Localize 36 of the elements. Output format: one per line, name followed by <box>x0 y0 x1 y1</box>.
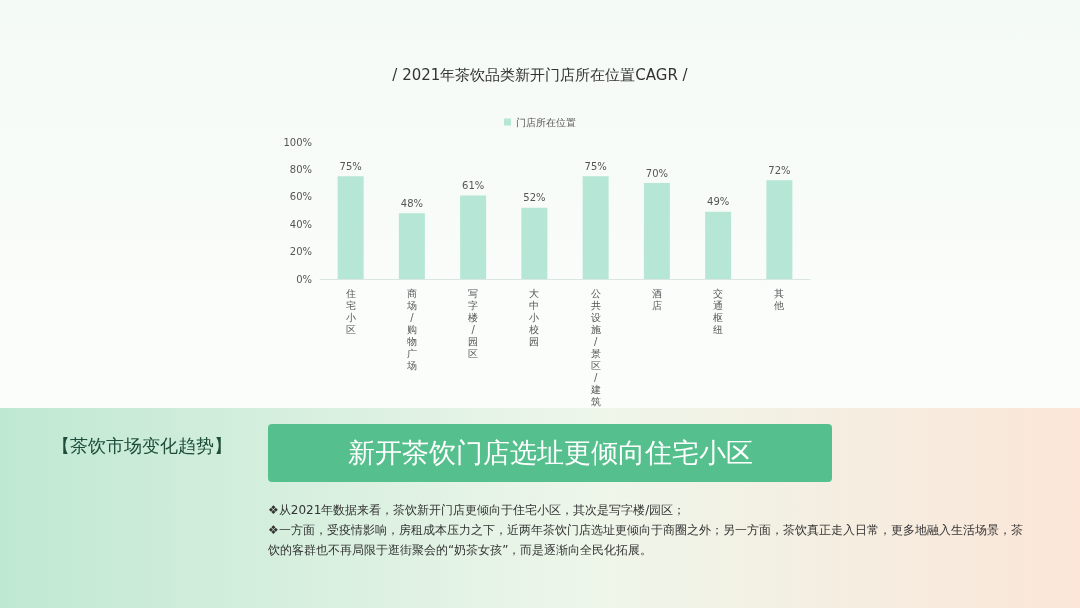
text: 新开茶饮门店选址更倾向住宅小区 <box>268 424 832 482</box>
bar <box>521 207 548 279</box>
text: ❖一方面，受疫情影响，房租成本压力之下，近两年茶饮门店选址更倾向于商圈之外；另一方面，茶饮真正走入日常，更多地融入生活场景，茶饮的客群也不再局限于逛街聚会的“奶茶女孩”，而是逐渐向全民化拓展。 <box>268 522 1024 559</box>
data-label: 75% <box>339 160 362 172</box>
bar <box>766 180 793 279</box>
x-tick-label: 交通枢纽 <box>713 287 724 335</box>
bar <box>398 213 425 279</box>
text: ❖从2021年数据来看，茶饮新开门店更倾向于住宅小区，其次是写字楼/园区； <box>268 502 687 519</box>
data-label: 72% <box>768 164 791 176</box>
y-tick-label: 80% <box>289 163 312 175</box>
data-label: 52% <box>523 192 546 204</box>
bar <box>337 176 364 279</box>
y-tick-label: 60% <box>289 191 312 203</box>
x-tick-label: 其他 <box>774 287 785 311</box>
y-tick-label: 20% <box>289 246 312 258</box>
bar <box>643 183 670 279</box>
y-tick-label: 0% <box>296 273 312 285</box>
data-label: 61% <box>462 179 485 191</box>
x-tick-label: 酒店 <box>651 287 662 311</box>
bar <box>705 211 732 279</box>
legend-label: 门店所在位置 <box>516 116 576 128</box>
data-label: 70% <box>645 167 668 179</box>
bar <box>460 195 487 279</box>
y-tick-label: 40% <box>289 218 312 230</box>
chart-title: / 2021年茶饮品类新开门店所在位置CAGR / <box>392 65 689 84</box>
data-label: 49% <box>707 196 730 208</box>
x-tick-label: 住宅小区 <box>345 287 356 335</box>
category-label: 公共设施/景区/建筑 <box>590 287 601 407</box>
data-label: 75% <box>584 160 607 172</box>
x-tick-label: 大中小校园 <box>528 287 540 347</box>
x-tick-label: 商场/购物广场 <box>405 287 417 371</box>
y-tick-label: 100% <box>283 136 312 148</box>
text: 【茶饮市场变化趋势】 <box>52 434 232 458</box>
data-label: 48% <box>400 197 423 209</box>
bar <box>582 176 609 279</box>
x-tick-label: 写字楼/园区 <box>468 287 479 359</box>
